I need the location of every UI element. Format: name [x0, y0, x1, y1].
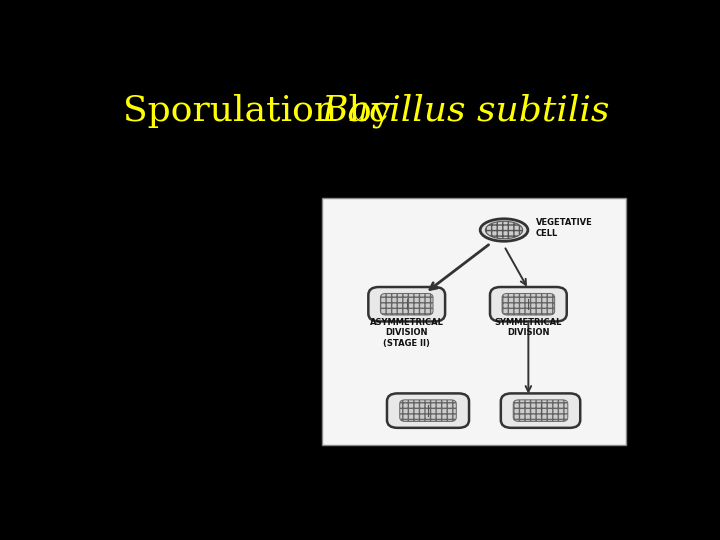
FancyBboxPatch shape: [501, 394, 580, 428]
Text: Bacillus subtilis: Bacillus subtilis: [322, 94, 610, 128]
Text: VEGETATIVE
CELL: VEGETATIVE CELL: [536, 219, 593, 238]
FancyBboxPatch shape: [400, 400, 456, 421]
Bar: [322, 198, 626, 446]
Text: ASYMMETRICAL
DIVISION
(STAGE II): ASYMMETRICAL DIVISION (STAGE II): [370, 318, 444, 348]
FancyBboxPatch shape: [490, 287, 567, 321]
Text: Sporulation by: Sporulation by: [124, 94, 404, 129]
FancyBboxPatch shape: [502, 293, 554, 315]
FancyBboxPatch shape: [380, 293, 433, 315]
Ellipse shape: [480, 219, 528, 241]
FancyBboxPatch shape: [387, 394, 469, 428]
Text: SYMMETRICAL
DIVISION: SYMMETRICAL DIVISION: [495, 318, 562, 337]
FancyBboxPatch shape: [513, 400, 568, 421]
FancyBboxPatch shape: [369, 287, 445, 321]
Ellipse shape: [485, 221, 523, 239]
